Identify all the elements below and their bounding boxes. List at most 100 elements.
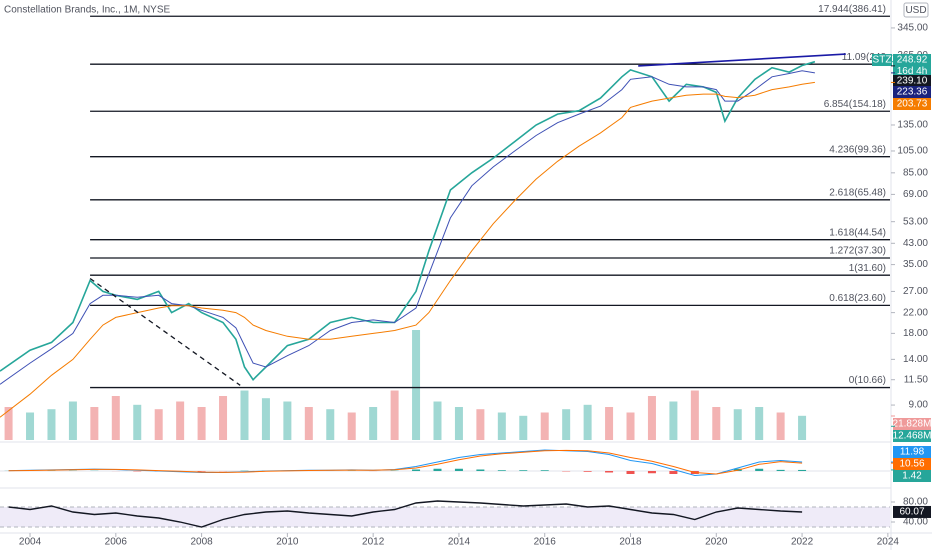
macd-histogram — [454, 468, 463, 471]
price-label-box — [893, 54, 931, 66]
price-line — [0, 60, 816, 381]
fib-label: 0.618(23.60) — [829, 293, 886, 304]
rsi-label: 60.07 — [899, 507, 924, 518]
volume-bar — [304, 407, 313, 440]
volume-bar — [626, 412, 635, 440]
macd-histogram — [583, 471, 592, 472]
moving-average — [0, 70, 815, 385]
volume-bar — [519, 415, 528, 440]
y-tick-label: 14.00 — [903, 354, 928, 365]
volume-bar — [583, 404, 592, 440]
rsi-label-box — [893, 505, 931, 518]
volume-bar — [733, 409, 742, 440]
volume-bar — [798, 415, 807, 440]
x-tick-label: 2016 — [534, 537, 557, 548]
rsi-line — [8, 500, 803, 528]
y-tick-label: 9.00 — [909, 400, 929, 411]
volume-bar — [476, 409, 485, 440]
macd-histogram — [412, 469, 421, 471]
signal-line — [8, 449, 803, 475]
volume-bar — [755, 407, 764, 440]
price-label-box — [893, 75, 931, 87]
volume-label: 12.468M — [893, 431, 932, 442]
dashed-line — [89, 277, 241, 386]
macd-label: 11.98 — [900, 447, 925, 458]
volume-label-box — [893, 430, 931, 442]
x-tick-label: 2018 — [619, 537, 642, 548]
volume-bar — [776, 412, 785, 440]
volume-bar — [712, 407, 721, 440]
rsi-band — [0, 507, 890, 527]
moving-average — [0, 81, 815, 418]
volume-bar — [390, 390, 399, 440]
macd-label-box — [893, 458, 931, 470]
volume-label-box — [893, 418, 931, 430]
y-tick-label: 11.50 — [904, 374, 929, 385]
fib-label: 0(10.66) — [849, 375, 886, 386]
fib-label: 17.944(386.41) — [818, 4, 886, 15]
fib-label: 4.236(99.36) — [829, 144, 886, 155]
x-tick-label: 2024 — [877, 537, 900, 548]
fib-label: 1.272(37.30) — [829, 246, 886, 257]
x-tick-label: 2020 — [705, 537, 728, 548]
chart-title: Constellation Brands, Inc., 1M, NYSE — [4, 5, 171, 16]
x-tick-label: 2014 — [448, 537, 471, 548]
macd-histogram — [476, 469, 485, 471]
price-label: 239.10 — [897, 76, 928, 87]
y-tick-label: 22.00 — [903, 307, 928, 318]
macd-histogram — [433, 468, 442, 471]
fib-label: 2.618(65.48) — [829, 187, 886, 198]
volume-bar — [283, 401, 292, 440]
currency[interactable]: USD — [905, 5, 926, 16]
fib-label: 6.854(154.18) — [824, 99, 886, 110]
volume-bar — [68, 401, 77, 440]
rsi-tick-label: 80.00 — [903, 497, 928, 508]
symbol: STZ — [873, 55, 892, 66]
volume-bar — [433, 401, 442, 440]
volume-bar — [240, 390, 249, 440]
y-tick-label: 345.00 — [897, 23, 928, 34]
volume-bar — [219, 396, 228, 440]
y-tick-label: 85.00 — [903, 167, 928, 178]
x-tick-label: 2012 — [362, 537, 385, 548]
macd-histogram — [540, 470, 549, 471]
macd-histogram — [497, 470, 506, 471]
volume-bar — [412, 330, 421, 440]
x-tick-label: 2022 — [791, 537, 814, 548]
price-label: 203.73 — [897, 99, 928, 110]
y-tick-label: 105.00 — [897, 146, 928, 157]
macd-histogram — [669, 471, 678, 474]
volume-bar — [176, 401, 185, 440]
volume-bar — [454, 407, 463, 440]
currency-box[interactable] — [903, 2, 929, 18]
volume-bar — [261, 398, 270, 440]
fib-label: 1(31.60) — [849, 263, 886, 274]
macd-histogram — [647, 471, 656, 474]
fib-label: 11.09(242 — [842, 52, 887, 63]
x-tick-label: 2010 — [276, 537, 299, 548]
y-tick-label: 43.00 — [903, 238, 928, 249]
countdown-box — [893, 66, 931, 77]
macd-label: 1.42 — [902, 471, 922, 482]
volume-bar — [497, 412, 506, 440]
y-tick-label: 35.00 — [903, 259, 928, 270]
price-label: 223.36 — [897, 87, 928, 98]
rsi-tick-label: 40.00 — [903, 517, 928, 528]
volume-bar — [4, 407, 13, 440]
volume-bar — [326, 409, 335, 440]
price-label-box — [893, 98, 931, 110]
x-tick-label: 2006 — [105, 537, 128, 548]
volume-bar — [690, 390, 699, 440]
volume-bar — [26, 412, 35, 440]
volume-bar — [154, 409, 163, 440]
price-label: 248.92 — [897, 55, 928, 66]
macd-histogram — [755, 468, 764, 471]
macd-label-box — [893, 446, 931, 458]
volume-bar — [605, 407, 614, 440]
volume-bar — [197, 407, 206, 440]
y-tick-label: 53.00 — [903, 216, 928, 227]
volume-bar — [347, 412, 356, 440]
volume-bar — [540, 412, 549, 440]
macd-histogram — [776, 469, 785, 471]
volume-bar — [133, 404, 142, 440]
